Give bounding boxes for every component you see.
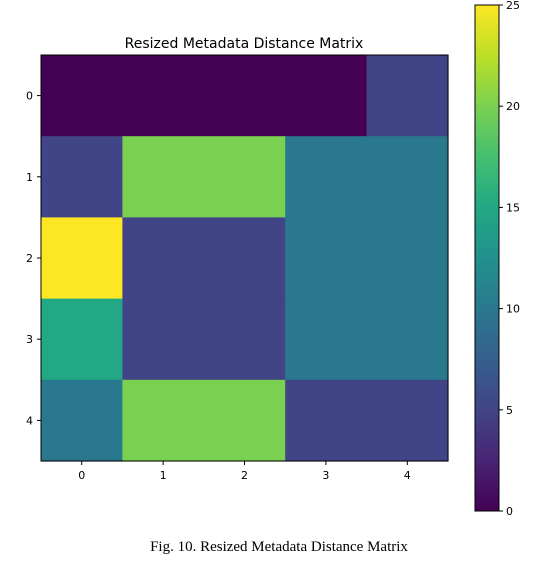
colorbar-tick-label: 10 bbox=[506, 303, 520, 316]
heatmap-cell bbox=[203, 136, 286, 218]
x-tick-label: 0 bbox=[78, 469, 85, 482]
heatmap-cell bbox=[366, 55, 449, 137]
colorbar-tick-label: 15 bbox=[506, 201, 520, 214]
heatmap-cell bbox=[203, 379, 286, 462]
y-tick-label: 0 bbox=[26, 90, 33, 103]
heatmap-cell bbox=[122, 136, 205, 218]
figure-caption: Fig. 10. Resized Metadata Distance Matri… bbox=[150, 539, 408, 555]
heatmap-cells bbox=[41, 55, 449, 462]
heatmap-cell bbox=[285, 136, 368, 218]
x-tick-label: 1 bbox=[160, 469, 167, 482]
heatmap-cell bbox=[122, 217, 205, 300]
x-tick-label: 3 bbox=[322, 469, 329, 482]
colorbar-tick-label: 25 bbox=[506, 0, 520, 12]
y-tick-label: 2 bbox=[26, 252, 33, 265]
x-tick-label: 2 bbox=[241, 469, 248, 482]
heatmap-cell bbox=[203, 298, 286, 381]
x-axis: 0 1 2 3 4 bbox=[78, 461, 411, 482]
heatmap-cell bbox=[41, 136, 123, 218]
heatmap-cell bbox=[122, 55, 205, 137]
colorbar-tick-label: 20 bbox=[506, 100, 520, 113]
heatmap-cell bbox=[122, 298, 205, 381]
heatmap-cell bbox=[366, 136, 449, 218]
heatmap-cell bbox=[285, 55, 368, 137]
heatmap-cell bbox=[285, 379, 368, 462]
heatmap-cell bbox=[41, 379, 123, 462]
heatmap-cell bbox=[41, 298, 123, 381]
chart-title: Resized Metadata Distance Matrix bbox=[125, 36, 364, 52]
x-tick-label: 4 bbox=[404, 469, 411, 482]
y-axis: 0 1 2 3 4 bbox=[26, 90, 41, 427]
colorbar-axis: 0 5 10 15 20 25 bbox=[499, 0, 520, 518]
heatmap-cell bbox=[41, 217, 123, 300]
colorbar bbox=[474, 4, 500, 512]
heatmap-cell bbox=[122, 379, 205, 462]
heatmap-cell bbox=[203, 217, 286, 300]
y-tick-label: 3 bbox=[26, 333, 33, 346]
heatmap-cell bbox=[41, 55, 123, 137]
heatmap-cell bbox=[203, 55, 286, 137]
heatmap-cell bbox=[285, 217, 368, 300]
colorbar-tick-label: 0 bbox=[506, 505, 513, 518]
y-tick-label: 4 bbox=[26, 414, 33, 427]
heatmap-cell bbox=[366, 217, 449, 300]
y-tick-label: 1 bbox=[26, 171, 33, 184]
heatmap-cell bbox=[285, 298, 368, 381]
heatmap-cell bbox=[366, 379, 449, 462]
heatmap-cell bbox=[366, 298, 449, 381]
colorbar-tick-label: 5 bbox=[506, 404, 513, 417]
